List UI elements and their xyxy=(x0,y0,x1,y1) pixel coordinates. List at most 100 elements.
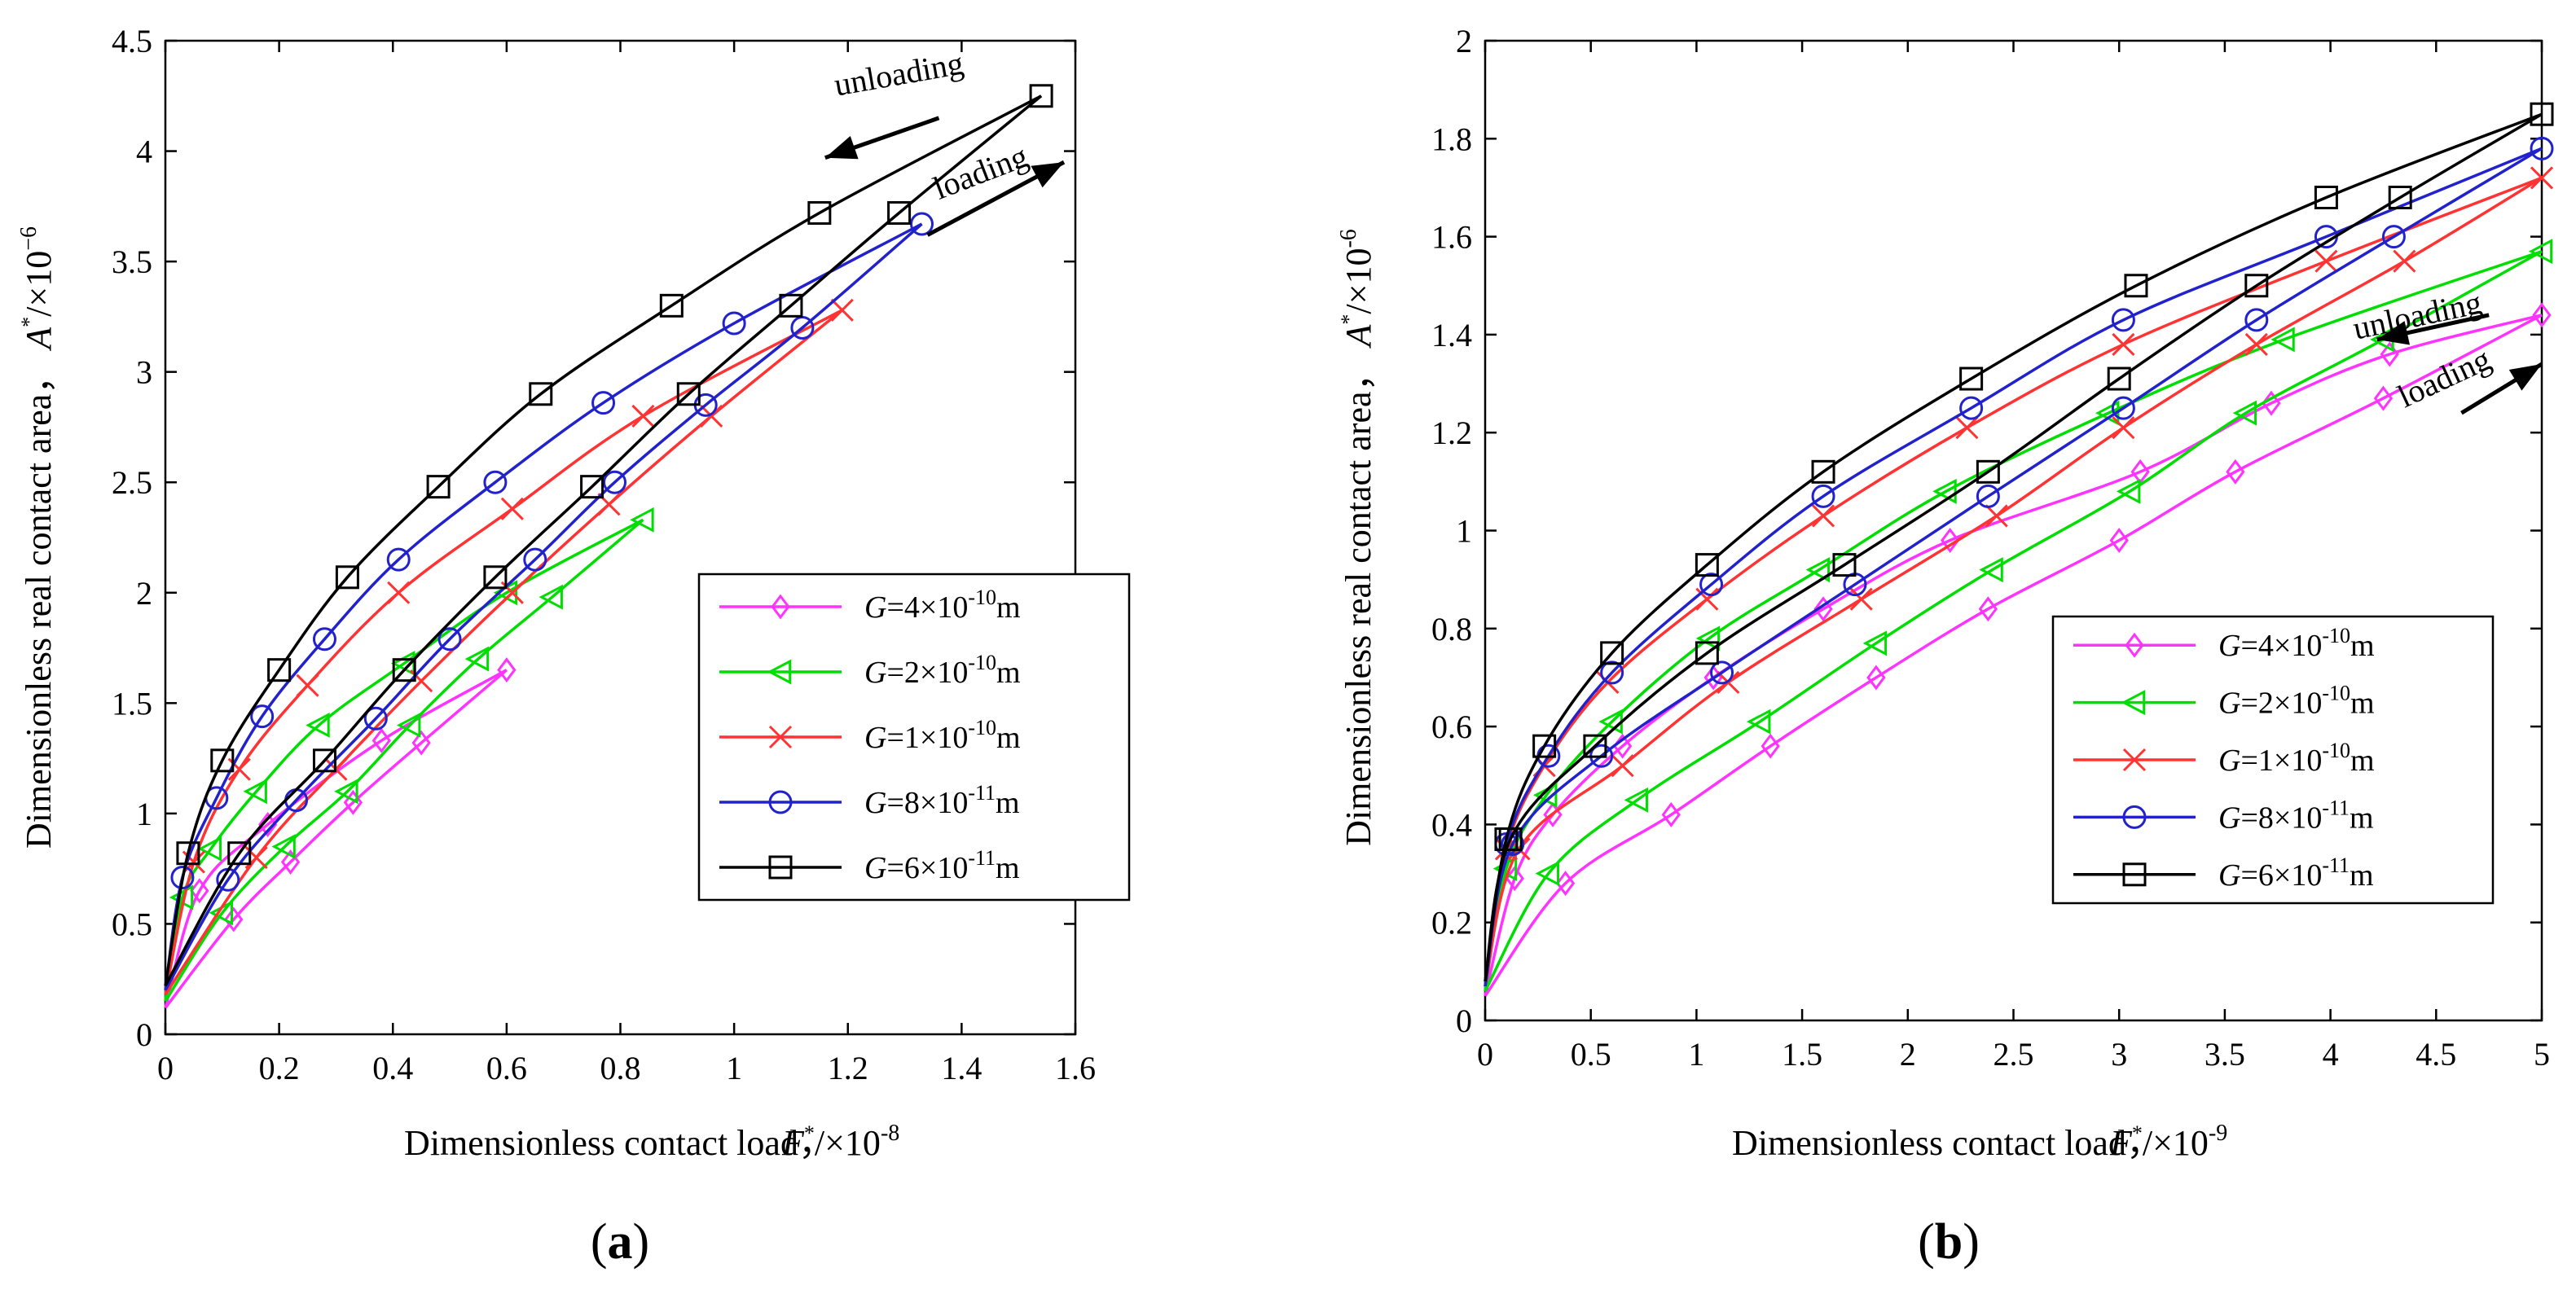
x-tick-label: 0 xyxy=(157,1050,174,1086)
y-tick-label: 3 xyxy=(136,354,152,391)
loading-point xyxy=(280,849,301,875)
loading-point xyxy=(1710,660,1734,685)
unloading-point xyxy=(1600,660,1624,685)
unloading-point xyxy=(1805,557,1831,583)
loading-point xyxy=(1611,754,1634,778)
legend-value: =8×10 xyxy=(886,786,968,820)
unloading-point xyxy=(426,475,451,499)
x-axis-unit-text: /×10 xyxy=(815,1123,881,1163)
legend-label: G=2×10-10m xyxy=(864,651,1021,690)
loading-point xyxy=(1866,665,1886,691)
legend-unit: m xyxy=(2350,801,2374,835)
y-tick-label: 2 xyxy=(1456,23,1472,59)
legend-symbol: G xyxy=(2218,687,2240,721)
legend-label: G=4×10-10m xyxy=(864,586,1021,625)
legend-label: G=1×10-10m xyxy=(864,716,1021,755)
loading-point xyxy=(1624,787,1648,813)
x-axis-label: Dimensionless contact load， xyxy=(1732,1123,2162,1163)
unloading-point xyxy=(1532,734,1557,758)
x-tick-label: 3.5 xyxy=(2205,1036,2245,1073)
x-tick-label: 0.8 xyxy=(600,1050,641,1086)
y-tick-label: 1.2 xyxy=(1431,415,1472,451)
x-tick-label: 0.2 xyxy=(259,1050,300,1086)
x-tick-label: 5 xyxy=(2534,1036,2550,1073)
x-axis-label: Dimensionless contact load， xyxy=(404,1123,834,1163)
legend-label: G=4×10-10m xyxy=(2218,624,2375,663)
legend-unit: m xyxy=(996,590,1021,625)
unloading-point xyxy=(631,404,655,428)
unloading-point xyxy=(387,581,411,604)
loading-arrow-head xyxy=(2508,363,2542,391)
y-tick-label: 1 xyxy=(136,796,152,832)
unloading-point xyxy=(1811,459,1835,484)
peak-point xyxy=(910,212,934,236)
unloading-point xyxy=(2111,308,2135,332)
x-tick-label: 2.5 xyxy=(1994,1036,2034,1073)
x-tick-label: 4.5 xyxy=(2416,1036,2456,1073)
loading-point xyxy=(2116,478,2141,504)
y-tick-label: 0.8 xyxy=(1431,611,1472,647)
loading-curve xyxy=(164,669,508,1009)
legend-symbol: G xyxy=(2218,744,2240,778)
series-3 xyxy=(1484,136,2554,987)
peak-point xyxy=(830,298,854,322)
legend-symbol: G xyxy=(864,786,886,820)
legend-marker xyxy=(768,725,793,749)
loading-point xyxy=(392,658,416,682)
series-3 xyxy=(164,212,934,991)
x-tick-label: 2 xyxy=(1900,1036,1916,1073)
loading-point xyxy=(464,646,490,672)
y-tick-label: 2.5 xyxy=(112,464,152,501)
x-axis-label-text: Dimensionless contact load， xyxy=(1732,1123,2162,1163)
loading-point xyxy=(343,789,363,815)
legend-symbol: G xyxy=(2218,801,2240,835)
unloading-point xyxy=(659,293,684,318)
unloading-point xyxy=(529,382,553,406)
x-tick-label: 1 xyxy=(1688,1036,1704,1073)
legend-value: =8×10 xyxy=(2240,801,2322,835)
unloading-point xyxy=(170,866,195,890)
y-axis-symbol: A xyxy=(19,327,59,352)
loading-curve xyxy=(164,222,923,991)
legend-label: G=6×10-11m xyxy=(2218,853,2374,893)
loading-point xyxy=(580,475,604,499)
y-tick-label: 0.6 xyxy=(1431,709,1472,745)
legend-label: G=2×10-10m xyxy=(2218,682,2375,721)
loading-point xyxy=(1979,557,2003,583)
loading-point xyxy=(2112,416,2135,440)
legend: G=4×10-10mG=2×10-10mG=1×10-10mG=8×10-11m… xyxy=(697,573,1131,902)
peak-point xyxy=(2532,302,2552,328)
loading-point xyxy=(2226,459,2245,485)
unloading-point xyxy=(190,878,209,904)
x-tick-label: 0.6 xyxy=(486,1050,527,1086)
loading-point xyxy=(1695,641,1719,665)
unloading-point xyxy=(1699,573,1724,597)
x-tick-label: 0.5 xyxy=(1571,1036,1611,1073)
loading-point xyxy=(2232,400,2257,426)
peak-point xyxy=(1029,84,1053,108)
y-axis-label: Dimensionless real contact area， A*/×10−… xyxy=(16,226,59,849)
x-tick-label: 0.4 xyxy=(372,1050,413,1086)
legend-symbol: G xyxy=(864,721,886,755)
legend-marker xyxy=(768,855,793,880)
legend-marker xyxy=(768,790,793,814)
legend-exponent: -10 xyxy=(2322,739,2350,762)
y-tick-label: 1.6 xyxy=(1431,219,1472,256)
y-tick-label: 1.4 xyxy=(1431,317,1472,353)
unloading-point xyxy=(1600,641,1624,665)
loading-point xyxy=(396,712,421,738)
loading-point xyxy=(1849,587,1873,611)
peak-point xyxy=(2530,136,2554,160)
loading-point xyxy=(1761,733,1780,759)
unloading-point xyxy=(1941,528,1960,554)
unloading-curve xyxy=(1484,147,2543,987)
loading-point xyxy=(1985,504,2008,528)
unloading-point xyxy=(807,200,832,225)
series-2 xyxy=(1484,166,2554,987)
legend-exponent: -11 xyxy=(968,846,996,870)
unloading-point xyxy=(2262,390,2281,416)
legend-symbol: G xyxy=(864,656,886,690)
legend-unit: m xyxy=(996,656,1021,690)
x-tick-label: 0 xyxy=(1477,1036,1493,1073)
